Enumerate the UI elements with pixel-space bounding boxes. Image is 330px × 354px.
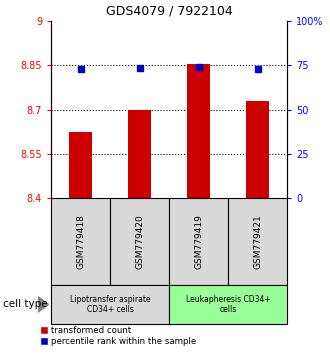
Bar [128, 110, 151, 198]
Text: GSM779419: GSM779419 [194, 214, 203, 269]
Bar [110, 198, 169, 285]
Text: GSM779420: GSM779420 [135, 214, 144, 269]
Text: cell type: cell type [3, 299, 48, 309]
Text: Leukapheresis CD34+
cells: Leukapheresis CD34+ cells [186, 295, 271, 314]
Text: GSM779421: GSM779421 [253, 214, 262, 269]
Legend: transformed count, percentile rank within the sample: transformed count, percentile rank withi… [37, 322, 200, 350]
Bar [169, 198, 228, 285]
Title: GDS4079 / 7922104: GDS4079 / 7922104 [106, 4, 233, 17]
Bar [246, 101, 269, 198]
Bar [228, 198, 287, 285]
Bar [51, 198, 110, 285]
Bar [51, 285, 169, 324]
Bar [187, 64, 211, 198]
Bar [169, 285, 287, 324]
Bar [69, 132, 92, 198]
Text: GSM779418: GSM779418 [76, 214, 85, 269]
Polygon shape [38, 297, 49, 312]
Text: Lipotransfer aspirate
CD34+ cells: Lipotransfer aspirate CD34+ cells [70, 295, 150, 314]
